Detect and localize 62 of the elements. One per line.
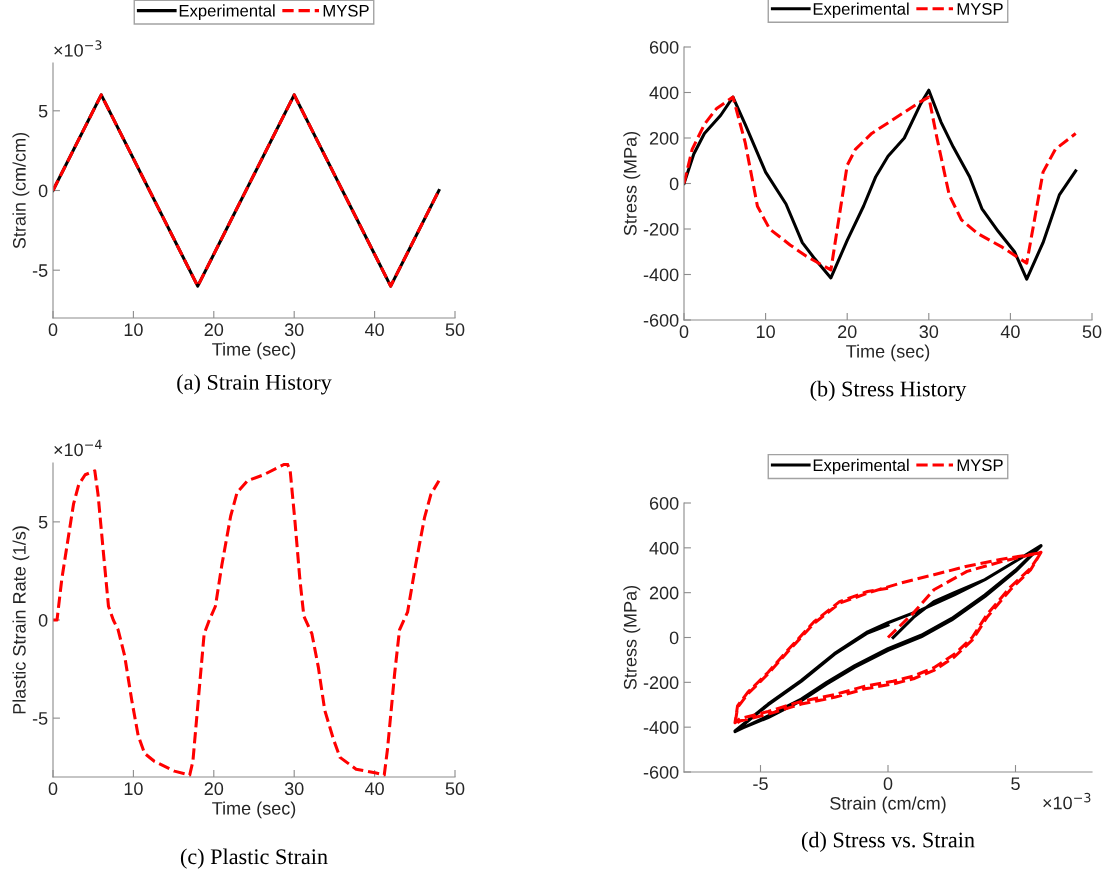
legend-label: MYSP bbox=[957, 459, 1003, 472]
y-tick-label: -200 bbox=[643, 676, 679, 690]
x-tick-label: 50 bbox=[1082, 325, 1102, 339]
x-tick-label: -5 bbox=[753, 777, 768, 791]
y-tick-label: 600 bbox=[649, 496, 679, 510]
x-tick-label: 0 bbox=[48, 782, 58, 796]
y-axis-title: Stress (MPa) bbox=[623, 131, 641, 236]
y-tick-label: -600 bbox=[643, 313, 679, 327]
y-tick-label: 0 bbox=[38, 184, 48, 198]
x-tick-label: 20 bbox=[204, 782, 224, 796]
x-axis-title: Strain (cm/cm) bbox=[830, 796, 946, 814]
x-tick-label: 0 bbox=[883, 777, 893, 791]
text: (c) Plastic Strain bbox=[180, 848, 328, 869]
x-tick-label: 10 bbox=[756, 325, 775, 339]
y-tick-label: -200 bbox=[643, 222, 679, 236]
y-tick-label: 0 bbox=[669, 177, 679, 191]
y-tick-label: 200 bbox=[649, 586, 679, 600]
y-tick-label: 400 bbox=[649, 541, 679, 555]
y-tick-label: 400 bbox=[649, 86, 679, 100]
legend-label: Experimental bbox=[179, 4, 275, 20]
x-tick-label: 10 bbox=[124, 323, 143, 337]
text: ×10$^{−3}$ bbox=[54, 40, 102, 57]
x-tick-label: 50 bbox=[445, 782, 465, 796]
x-tick-label: 30 bbox=[284, 782, 304, 796]
y-tick-label: 0 bbox=[669, 631, 679, 645]
y-tick-label: -400 bbox=[643, 721, 679, 734]
x-axis-title: Time (sec) bbox=[846, 344, 930, 362]
text: (d) Stress vs. Strain bbox=[801, 831, 975, 853]
x-tick-label: 30 bbox=[919, 325, 939, 339]
x-tick-label: 20 bbox=[204, 323, 224, 337]
y-axis-title: Plastic Strain Rate (1/s) bbox=[12, 526, 30, 714]
x-axis-title: Time (sec) bbox=[212, 342, 296, 360]
y-tick-label: 600 bbox=[649, 40, 679, 54]
y-tick-label: -5 bbox=[32, 264, 48, 277]
x-tick-label: 0 bbox=[679, 325, 689, 339]
text: ×10$^{−4}$ bbox=[54, 439, 102, 457]
x-tick-label: 40 bbox=[364, 323, 384, 337]
text: (b) Stress History bbox=[810, 380, 967, 402]
x-tick-label: 40 bbox=[364, 782, 384, 796]
x-tick-label: 40 bbox=[1000, 325, 1020, 339]
legend-label: MYSP bbox=[323, 4, 369, 17]
x-tick-label: 20 bbox=[838, 325, 857, 339]
y-tick-label: -5 bbox=[32, 712, 48, 725]
y-tick-label: 200 bbox=[649, 131, 679, 145]
y-tick-label: 0 bbox=[38, 613, 48, 627]
y-axis-title: Stress (MPa) bbox=[623, 585, 641, 690]
text: ×10$^{−3}$ bbox=[1043, 792, 1091, 810]
y-tick-label: -400 bbox=[643, 268, 679, 282]
x-tick-label: 10 bbox=[124, 782, 143, 796]
legend-label: Experimental bbox=[813, 458, 909, 475]
y-tick-label: 5 bbox=[38, 516, 48, 529]
y-axis-title: Strain (cm/cm) bbox=[12, 132, 30, 249]
x-tick-label: 30 bbox=[284, 323, 304, 337]
y-tick-label: -600 bbox=[643, 765, 679, 779]
x-tick-label: 5 bbox=[1011, 777, 1020, 791]
legend-label: MYSP bbox=[957, 3, 1003, 15]
text: (a) Strain History bbox=[177, 374, 332, 395]
x-tick-label: 0 bbox=[48, 323, 58, 337]
x-axis-title: Time (sec) bbox=[212, 801, 296, 819]
x-tick-label: 50 bbox=[445, 323, 465, 337]
y-tick-label: 5 bbox=[38, 104, 48, 118]
legend-label: Experimental bbox=[813, 2, 909, 19]
